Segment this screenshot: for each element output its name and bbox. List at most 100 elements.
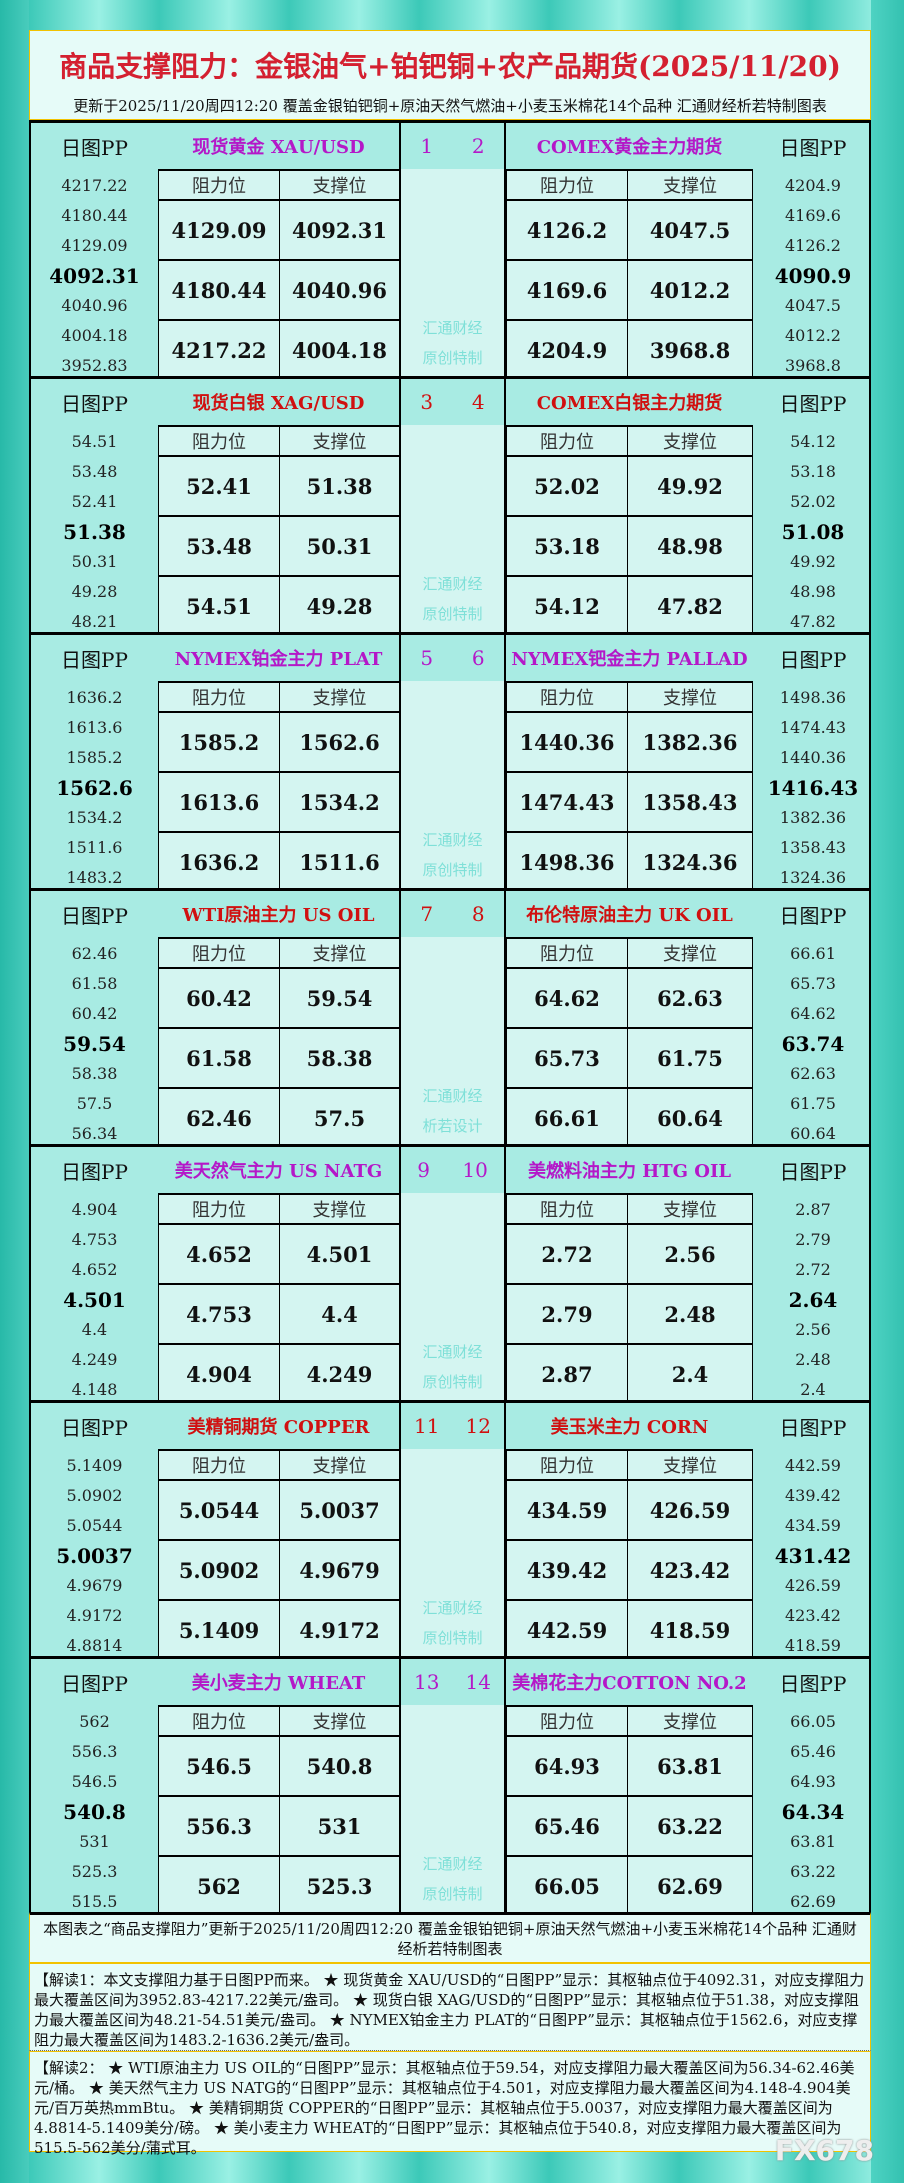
pp-level-value: 562 [79,1712,110,1731]
right-instrument-title: 美玉米主力 CORN [550,1417,709,1438]
right-support-header: 支撑位 [627,425,753,455]
left-resistance-cell: 61.58 [158,1027,279,1087]
right-resistance-header: 阻力位 [506,169,627,199]
left-resistance-cell: 1613.6 [158,771,279,831]
left-resistance-header: 阻力位 [158,1193,279,1223]
left-number: 5 [420,646,434,670]
left-resistance-cell: 62.46 [158,1087,279,1147]
pivot-point-value: 2.64 [788,1288,838,1312]
right-resistance-cell: 1498.36 [506,831,627,891]
watermark-line: 原创特制 [422,605,483,623]
pp-level-value: 531 [79,1832,110,1851]
right-instrument-title: COMEX黄金主力期货 [536,137,723,158]
left-resistance-header: 阻力位 [158,1705,279,1735]
pp-level-value: 525.3 [71,1862,118,1881]
commodity-section: 日图PP 美精铜期货 COPPER 11 12 美玉米主力 CORN 日图PP 5.1409… [29,1400,873,1659]
left-number: 11 [414,1414,440,1438]
right-resistance-cell: 1440.36 [506,711,627,771]
pp-level-value: 1636.2 [66,688,123,707]
right-number: 6 [471,646,485,670]
right-pp-list: 66.61 65.73 64.62 63.74 62.63 61.75 60.64 [753,937,873,1147]
section-numbers: 11 12 [399,1403,506,1449]
pp-level-value: 54.51 [71,432,118,451]
pp-level-value: 53.18 [790,462,836,481]
pp-level-value: 50.31 [71,552,118,571]
pivot-point-value: 51.08 [781,520,845,544]
center-watermark-column: 汇通财经 原创特制 [399,1449,506,1659]
pp-level-value: 442.59 [785,1456,841,1475]
left-resistance-cell: 52.41 [158,455,279,515]
footer-note: 本图表之“商品支撑阻力”更新于2025/11/20周四12:20 覆盖金银铂钯铜… [29,1912,871,1963]
right-resistance-cell: 1474.43 [506,771,627,831]
right-resistance-cell: 439.42 [506,1539,627,1599]
watermark-line: 汇通财经 [422,1343,483,1361]
pp-level-value: 4126.2 [785,236,841,255]
right-support-cell: 1358.43 [627,771,753,831]
pp-level-value: 4012.2 [785,326,841,345]
right-resistance-header: 阻力位 [506,425,627,455]
left-pp-list: 54.51 53.48 52.41 51.38 50.31 49.28 48.21 [31,425,158,635]
right-resistance-cell: 64.62 [506,967,627,1027]
right-pp-list: 66.05 65.46 64.93 64.34 63.81 63.22 62.69 [753,1705,873,1915]
pp-level-value: 1483.2 [66,868,123,887]
pivot-point-value: 59.54 [63,1032,126,1056]
right-resistance-cell: 4169.6 [506,259,627,319]
left-resistance-cell: 1585.2 [158,711,279,771]
left-pp-list: 1636.2 1613.6 1585.2 1562.6 1534.2 1511.6 1483… [31,681,158,891]
right-pp-label: 日图PP [779,1671,847,1696]
right-pp-list: 54.12 53.18 52.02 51.08 49.92 48.98 47.82 [753,425,873,635]
pivot-point-value: 63.74 [781,1032,845,1056]
right-support-cell: 418.59 [627,1599,753,1659]
right-support-cell: 63.81 [627,1735,753,1795]
left-support-cell: 4.249 [279,1343,399,1403]
left-support-cell: 58.38 [279,1027,399,1087]
pp-level-value: 1585.2 [66,748,123,767]
right-support-header: 支撑位 [627,169,753,199]
commodity-section: 日图PP NYMEX铂金主力 PLAT 5 6 NYMEX钯金主力 PALLAD 日图PP… [29,632,871,891]
right-resistance-cell: 442.59 [506,1599,627,1659]
left-resistance-header: 阻力位 [158,1449,279,1479]
pp-level-value: 5.0544 [66,1516,123,1535]
pp-level-value: 1358.43 [779,838,847,857]
left-number: 13 [414,1670,440,1694]
watermark-line: 汇通财经 [422,319,483,337]
pivot-point-value: 4092.31 [49,264,140,288]
right-pp-label: 日图PP [779,1159,847,1184]
pp-level-value: 4129.09 [61,236,128,255]
left-support-cell: 57.5 [279,1087,399,1147]
watermark-line: 汇通财经 [422,1087,483,1105]
right-resistance-cell: 54.12 [506,575,627,635]
commodity-section: 日图PP 美天然气主力 US NATG 9 10 美燃料油主力 HTG OIL 日图PP 4… [29,1144,871,1403]
right-pp-list: 442.59 439.42 434.59 431.42 426.59 423.42 418.… [753,1449,873,1659]
watermark-line: 原创特制 [422,349,483,367]
pp-level-value: 4.4 [81,1320,108,1339]
left-support-cell: 1534.2 [279,771,399,831]
pp-level-value: 4.249 [71,1350,118,1369]
pp-level-value: 434.59 [785,1516,841,1535]
pp-level-value: 1440.36 [779,748,847,767]
right-support-cell: 49.92 [627,455,753,515]
right-resistance-cell: 53.18 [506,515,627,575]
right-resistance-cell: 2.79 [506,1283,627,1343]
pp-level-value: 556.3 [71,1742,118,1761]
left-resistance-cell: 54.51 [158,575,279,635]
watermark-line: 汇通财经 [422,1855,483,1873]
interpretation-1: 【解读1：本文支撑阻力基于日图PP而来。 ★ 现货黄金 XAU/USD的“日图P… [29,1963,871,2051]
watermark-line: 原创特制 [422,1373,483,1391]
right-number: 12 [465,1414,491,1438]
left-support-cell: 4.4 [279,1283,399,1343]
left-instrument-title: NYMEX铂金主力 PLAT [174,649,383,670]
pp-level-value: 4040.96 [61,296,128,315]
pp-level-value: 53.48 [71,462,118,481]
interpretation-2: 【解读2： ★ WTI原油主力 US OIL的“日图PP”显示：其枢轴点位于59… [29,2051,871,2157]
left-pp-list: 562 556.3 546.5 540.8 531 525.3 515.5 [31,1705,158,1915]
pp-level-value: 57.5 [76,1094,113,1113]
left-instrument-title: 现货黄金 XAU/USD [192,137,365,158]
left-pp-label: 日图PP [61,1159,128,1184]
pivot-point-value: 5.0037 [56,1544,133,1568]
left-pp-list: 4217.22 4180.44 4129.09 4092.31 4040.96 4004.… [31,169,158,379]
left-resistance-cell: 5.0902 [158,1539,279,1599]
right-resistance-cell: 65.46 [506,1795,627,1855]
